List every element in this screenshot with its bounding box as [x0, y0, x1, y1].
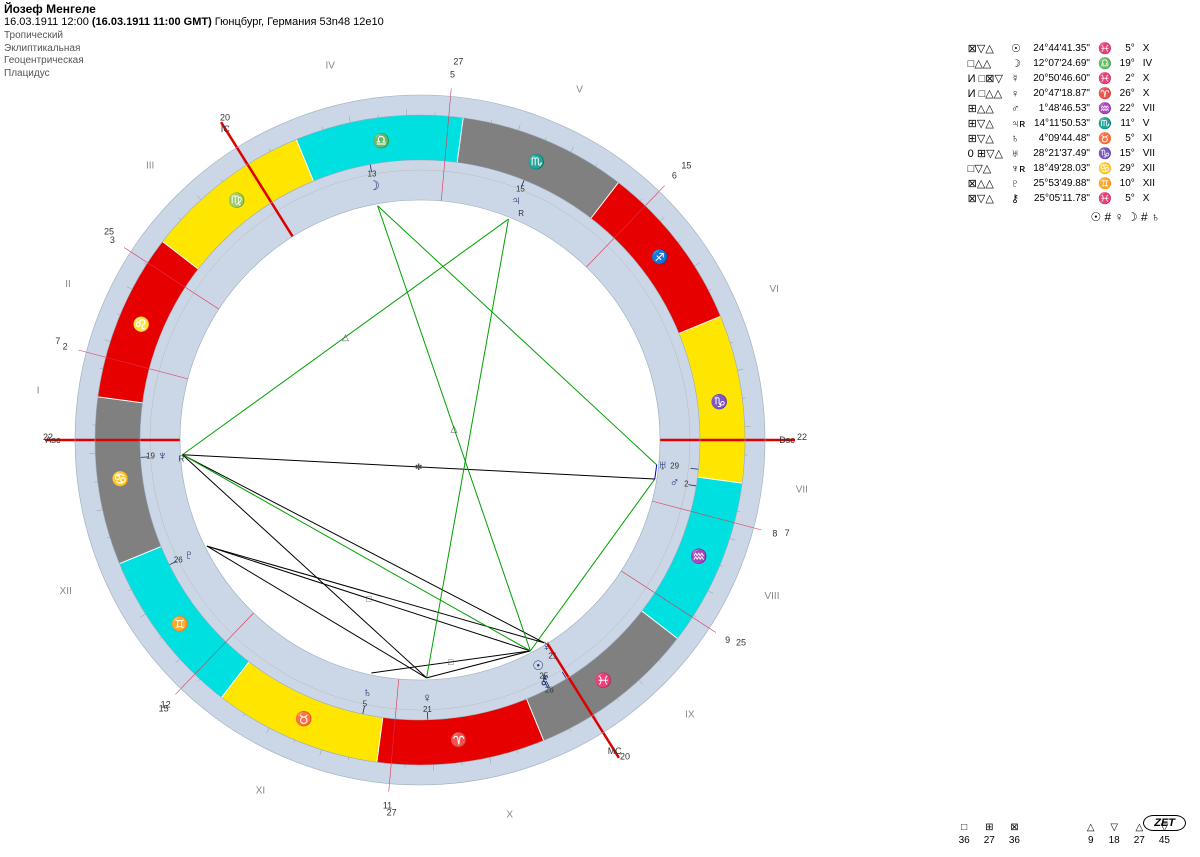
svg-text:♆: ♆: [158, 448, 168, 463]
svg-text:♀: ♀: [422, 690, 432, 705]
stat-col: □36: [959, 821, 970, 847]
svg-text:25: 25: [104, 226, 114, 236]
svg-text:☽: ☽: [368, 178, 380, 193]
planet-row: ⊠▽△⚷ 25°05'11.78"♓ 5°X: [965, 192, 1158, 205]
svg-text:R: R: [518, 209, 524, 218]
svg-text:22: 22: [797, 432, 807, 442]
svg-text:XII: XII: [60, 586, 72, 597]
planet-row: ⊞▽△♄ 4°09'44.48"♉ 5°XI: [965, 132, 1158, 145]
svg-text:II: II: [65, 279, 71, 290]
svg-text:IV: IV: [326, 61, 336, 72]
svg-text:♎: ♎: [373, 132, 390, 149]
planet-positions-table: ⊠▽△☉ 24°44'41.35"♓ 5°X □△△☽ 12°07'24.69"…: [963, 40, 1160, 207]
svg-text:15: 15: [681, 160, 691, 170]
planet-row: И □△△♀ 20°47'18.87"♈ 26°X: [965, 87, 1158, 100]
svg-text:15: 15: [516, 184, 525, 193]
planet-row: ⊞△△♂ 1°48'46.53"♒ 22°VII: [965, 102, 1158, 115]
svg-text:□: □: [366, 593, 372, 603]
stat-col: ⊠36: [1009, 821, 1020, 847]
svg-text:19: 19: [146, 452, 155, 461]
stat-col: △9: [1087, 821, 1095, 847]
svg-text:X: X: [506, 809, 513, 820]
svg-text:5: 5: [450, 69, 455, 79]
svg-text:I: I: [37, 386, 40, 397]
svg-text:7: 7: [55, 336, 60, 346]
svg-text:27: 27: [453, 56, 463, 66]
svg-text:V: V: [576, 85, 583, 96]
svg-text:IC: IC: [221, 124, 231, 134]
svg-text:2: 2: [63, 342, 68, 352]
planet-row: И □⊠▽☿ 20°50'46.60"♓ 2°X: [965, 72, 1158, 85]
svg-text:△: △: [451, 423, 458, 433]
stat-col: ⊞27: [984, 821, 995, 847]
planet-row: 0 ⊞▽△♅ 28°21'37.49"♑ 15°VII: [965, 147, 1158, 160]
svg-text:25: 25: [736, 638, 746, 648]
svg-text:♈: ♈: [450, 732, 467, 749]
footer-modality-stats: □36 ⊞27 ⊠36: [959, 821, 1020, 847]
stat-col: ▽18: [1109, 821, 1120, 847]
planet-row: ⊞▽△♃ʀ 14°11'50.53"♏ 11°V: [965, 117, 1158, 130]
svg-text:21: 21: [548, 652, 557, 661]
svg-text:♏: ♏: [527, 153, 544, 170]
svg-text:♒: ♒: [690, 548, 707, 565]
svg-text:XI: XI: [256, 785, 265, 796]
svg-text:♍: ♍: [228, 192, 245, 209]
svg-text:7: 7: [785, 528, 790, 538]
svg-text:2: 2: [684, 479, 689, 488]
svg-text:♐: ♐: [651, 249, 668, 266]
planet-row: □▽△♆ʀ 18°49'28.03"♋ 29°XII: [965, 162, 1158, 175]
planet-row: ⊠▽△☉ 24°44'41.35"♓ 5°X: [965, 42, 1158, 55]
svg-text:□: □: [448, 657, 454, 667]
svg-text:15: 15: [159, 704, 169, 714]
svg-text:♑: ♑: [711, 393, 728, 410]
svg-text:20: 20: [620, 752, 630, 762]
svg-text:△: △: [342, 332, 349, 342]
svg-text:9: 9: [725, 635, 730, 645]
svg-text:♂: ♂: [670, 474, 680, 489]
planet-row: □△△☽ 12°07'24.69"♎ 19°IV: [965, 57, 1158, 70]
svg-text:R: R: [178, 454, 184, 463]
svg-text:VI: VI: [770, 284, 779, 295]
svg-text:26: 26: [174, 555, 183, 564]
svg-text:♇: ♇: [184, 547, 194, 562]
svg-text:♃: ♃: [511, 193, 521, 208]
svg-text:♋: ♋: [112, 471, 129, 488]
svg-text:♊: ♊: [171, 615, 188, 632]
svg-text:Dsc: Dsc: [779, 435, 795, 445]
svg-text:♌: ♌: [133, 316, 150, 333]
svg-text:♉: ♉: [295, 711, 312, 728]
svg-text:6: 6: [672, 170, 677, 180]
svg-text:29: 29: [670, 462, 679, 471]
svg-text:IX: IX: [685, 710, 695, 721]
svg-text:22: 22: [43, 432, 53, 442]
planet-row: ⊠△△♇ 25°53'49.88"♊ 10°XII: [965, 177, 1158, 190]
svg-text:✱: ✱: [415, 462, 423, 472]
svg-text:VII: VII: [796, 484, 808, 495]
svg-text:VIII: VIII: [764, 591, 779, 602]
svg-text:13: 13: [368, 169, 377, 178]
software-logo: ZET: [1143, 815, 1186, 831]
svg-text:5: 5: [363, 699, 368, 708]
aspect-summary: ☉ # ♀ ☽ # ♄: [1090, 210, 1160, 224]
natal-chart: ♈♉♊♋♌♍♎♏♐♑♒♓Asc22I27II325IIIIC20IV527V61…: [0, 0, 840, 857]
svg-text:8: 8: [772, 528, 777, 538]
svg-text:20: 20: [220, 112, 230, 122]
svg-text:♓: ♓: [595, 672, 612, 689]
svg-text:♄: ♄: [362, 685, 372, 700]
svg-text:III: III: [146, 160, 154, 171]
svg-text:27: 27: [387, 808, 397, 818]
